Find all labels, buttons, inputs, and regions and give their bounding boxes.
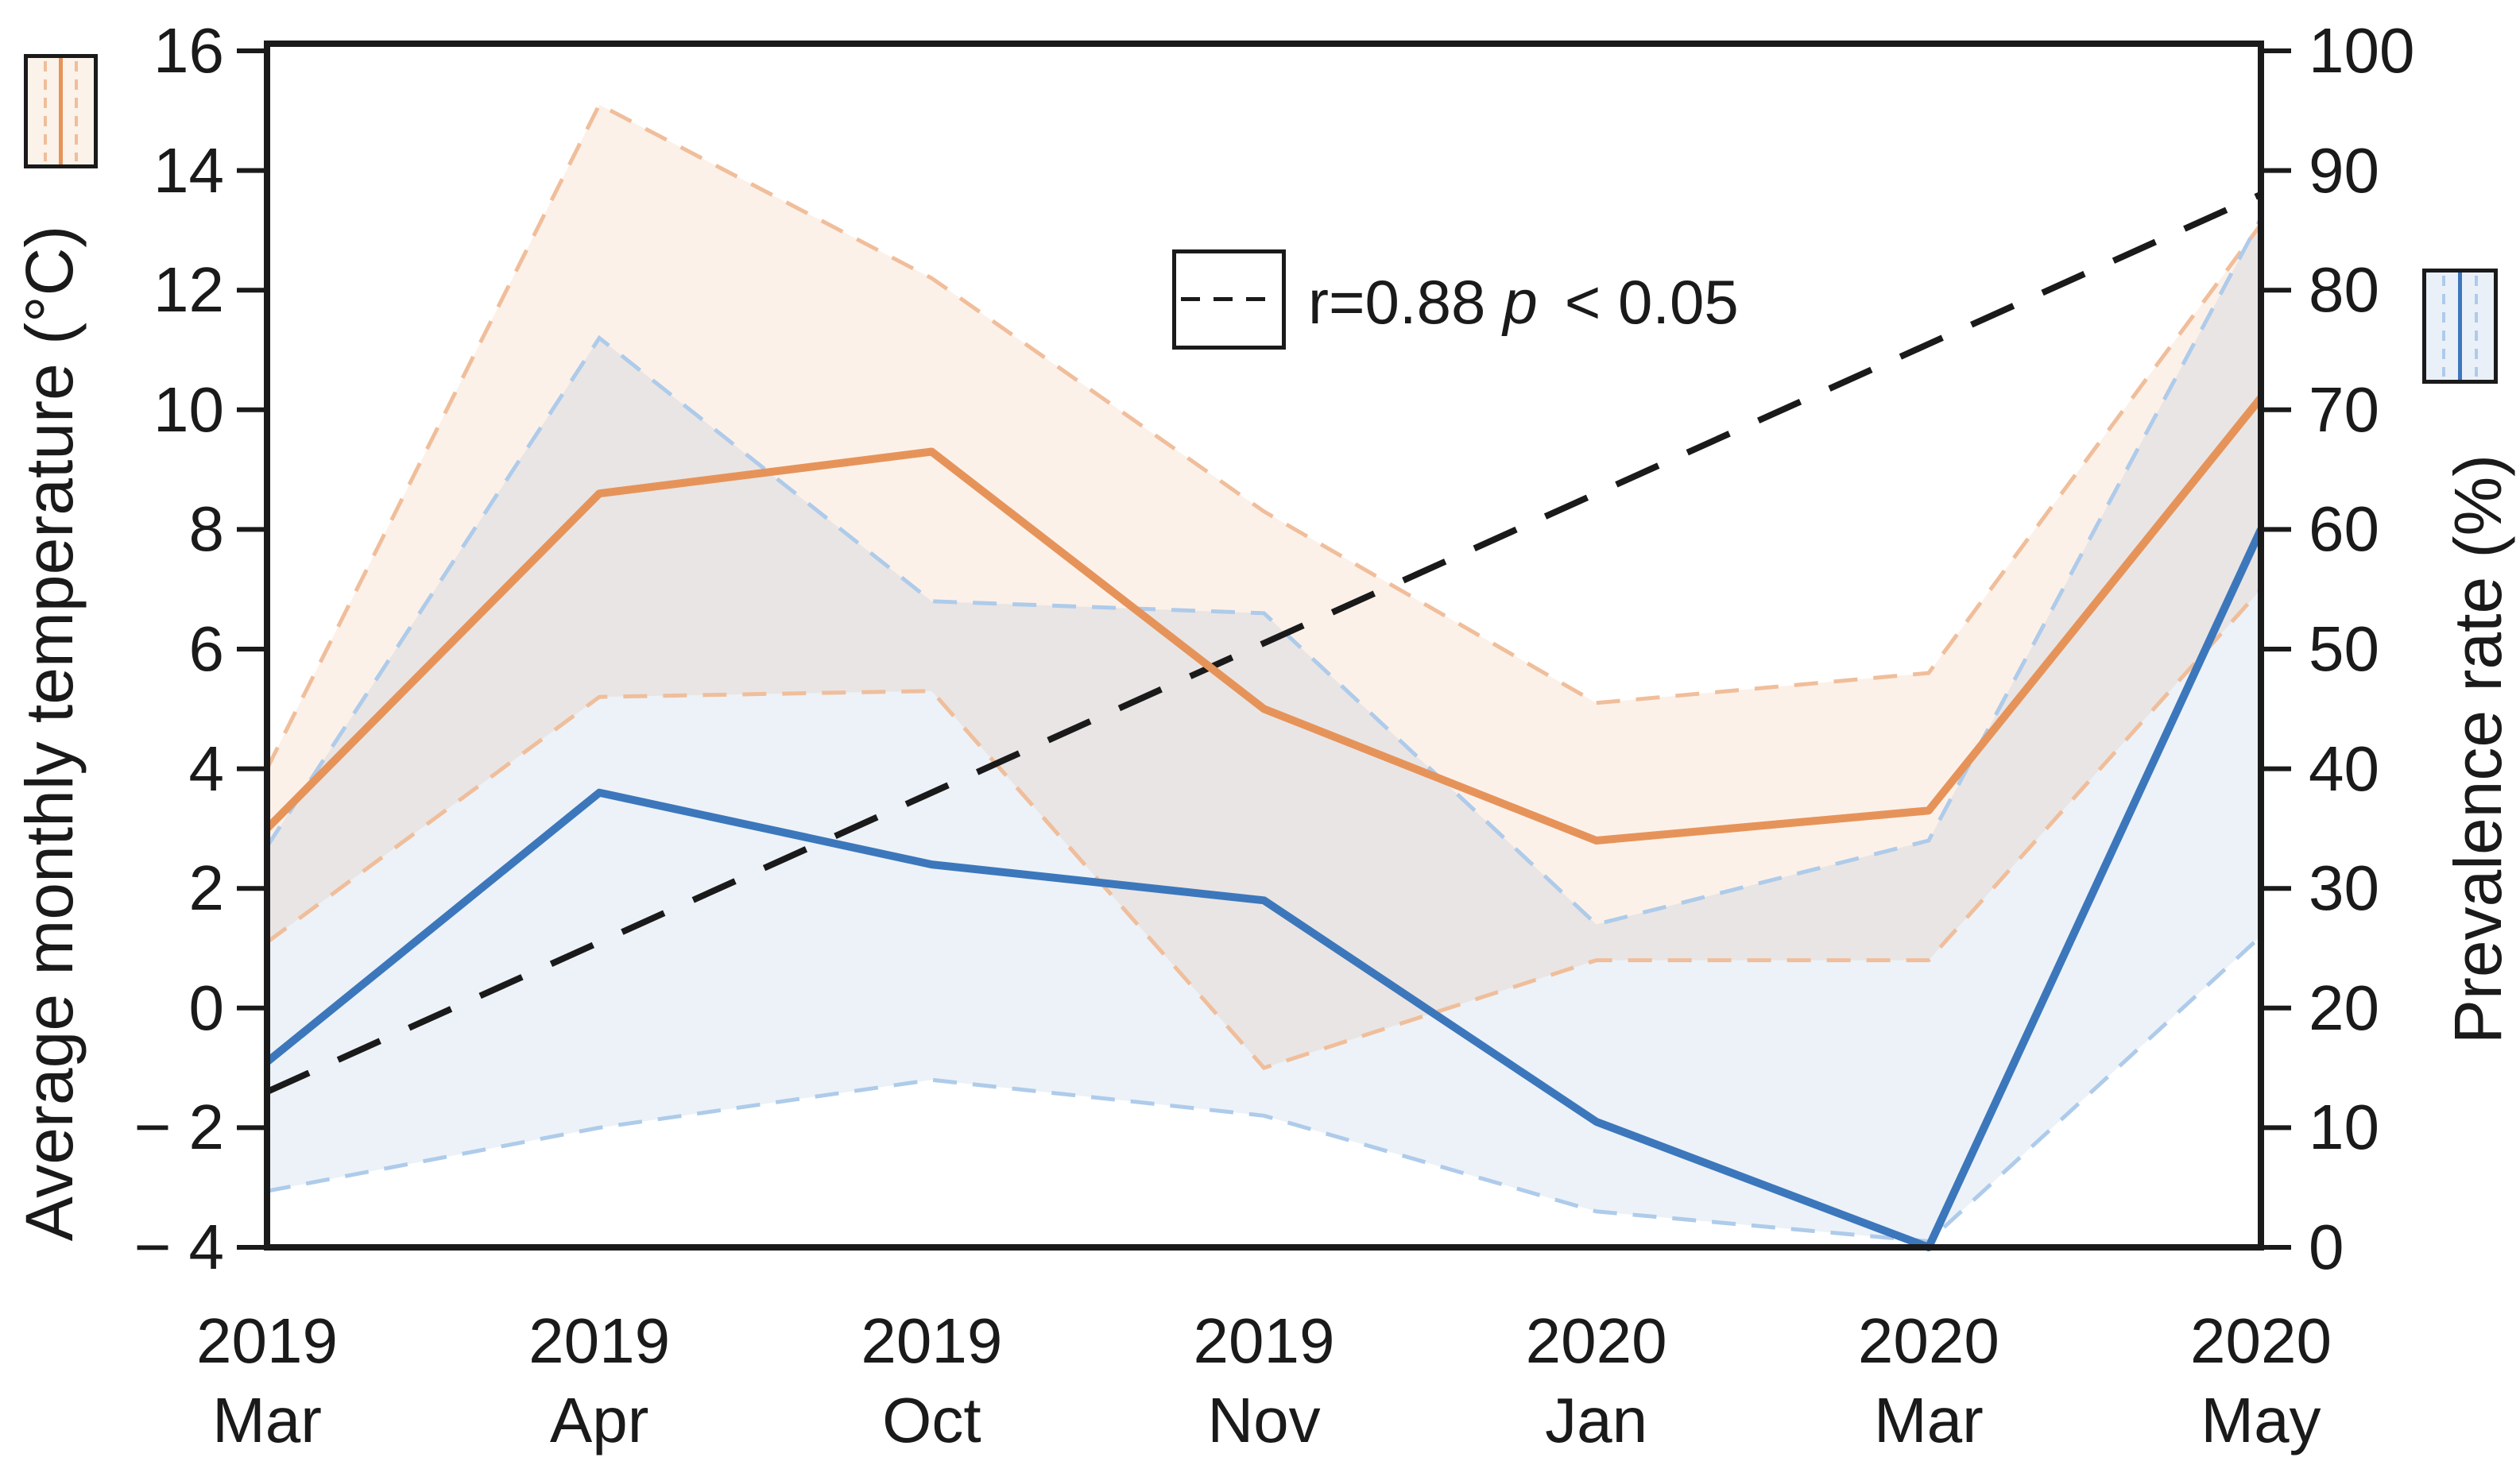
right-tick-label: 40 (2309, 733, 2379, 804)
left-tick-label: − 2 (134, 1092, 224, 1163)
temperature-band-edge-glyph (44, 61, 47, 161)
x-label-year: 2019 (861, 1305, 1003, 1376)
temperature-min-line (265, 588, 2263, 1070)
left-tick-label: 12 (153, 254, 224, 326)
x-axis-label: 2019 Apr (432, 1301, 766, 1460)
p-value: < 0.05 (1564, 267, 1739, 337)
temperature-band-legend-swatch (24, 54, 98, 168)
prevalence-band-edge-glyph (2442, 276, 2445, 377)
right-tick-label: 30 (2309, 852, 2379, 924)
right-tick-label: 90 (2309, 134, 2379, 206)
x-label-month: Apr (549, 1385, 649, 1455)
right-tick-label: 20 (2309, 972, 2379, 1043)
prevalence-max-line (265, 217, 2263, 927)
left-tick-label: − 4 (134, 1212, 224, 1282)
right-tick-label: 10 (2309, 1092, 2379, 1163)
trend-line (265, 191, 2263, 1095)
x-axis-label: 2019 Mar (100, 1301, 434, 1460)
x-axis-label: 2020 Mar (1762, 1301, 2096, 1460)
x-label-month: Nov (1207, 1385, 1321, 1455)
left-tick-label: 8 (188, 493, 225, 565)
x-axis-label: 2019 Nov (1097, 1301, 1431, 1460)
right-tick-label: 70 (2309, 373, 2379, 445)
right-tick-label: 60 (2309, 493, 2379, 565)
temperature-mean-glyph (59, 58, 63, 164)
x-axis-label: 2020 Jan (1430, 1301, 1763, 1460)
x-label-month: Mar (212, 1385, 322, 1455)
right-tick-label: 50 (2309, 613, 2379, 684)
x-label-year: 2019 (528, 1305, 671, 1376)
x-label-year: 2020 (1525, 1305, 1667, 1376)
plot-frame (264, 41, 2264, 1251)
temperature-max-line (265, 102, 2263, 770)
left-tick-label: 4 (188, 733, 225, 804)
x-label-month: May (2201, 1385, 2321, 1455)
left-tick-label: 10 (153, 373, 224, 445)
trend-legend-label: r=0.88 p < 0.05 (1308, 264, 1739, 340)
left-tick-label: 6 (188, 613, 225, 684)
temperature-mean-line (264, 395, 2264, 845)
x-axis-label: 2019 Oct (765, 1301, 1098, 1460)
right-tick-label: 0 (2309, 1212, 2344, 1282)
correlation-value: r=0.88 (1308, 267, 1486, 337)
left-tick-label: 14 (153, 134, 224, 206)
p-symbol: p (1503, 267, 1538, 337)
prevalence-band-edge-glyph (2475, 276, 2478, 377)
prevalence-mean-glyph (2458, 273, 2462, 380)
left-tick-label: 0 (188, 972, 225, 1043)
x-label-year: 2019 (1193, 1305, 1335, 1376)
right-tick-label: 80 (2309, 254, 2379, 326)
x-axis-label: 2020 May (2094, 1301, 2428, 1460)
x-label-year: 2020 (1857, 1305, 1999, 1376)
left-tick-label: 2 (188, 852, 225, 924)
temperature-band-edge-glyph (75, 61, 78, 161)
x-label-year: 2020 (2190, 1305, 2332, 1376)
left-tick-label: 16 (153, 15, 224, 86)
prevalence-band-legend-swatch (2422, 269, 2498, 384)
trend-legend-key (1172, 249, 1286, 350)
x-label-year: 2019 (196, 1305, 338, 1376)
right-tick-label: 100 (2309, 15, 2415, 86)
x-label-month: Oct (882, 1385, 981, 1455)
x-label-month: Mar (1873, 1385, 1984, 1455)
x-label-month: Jan (1545, 1385, 1648, 1455)
trend-line-glyph (1181, 297, 1277, 301)
